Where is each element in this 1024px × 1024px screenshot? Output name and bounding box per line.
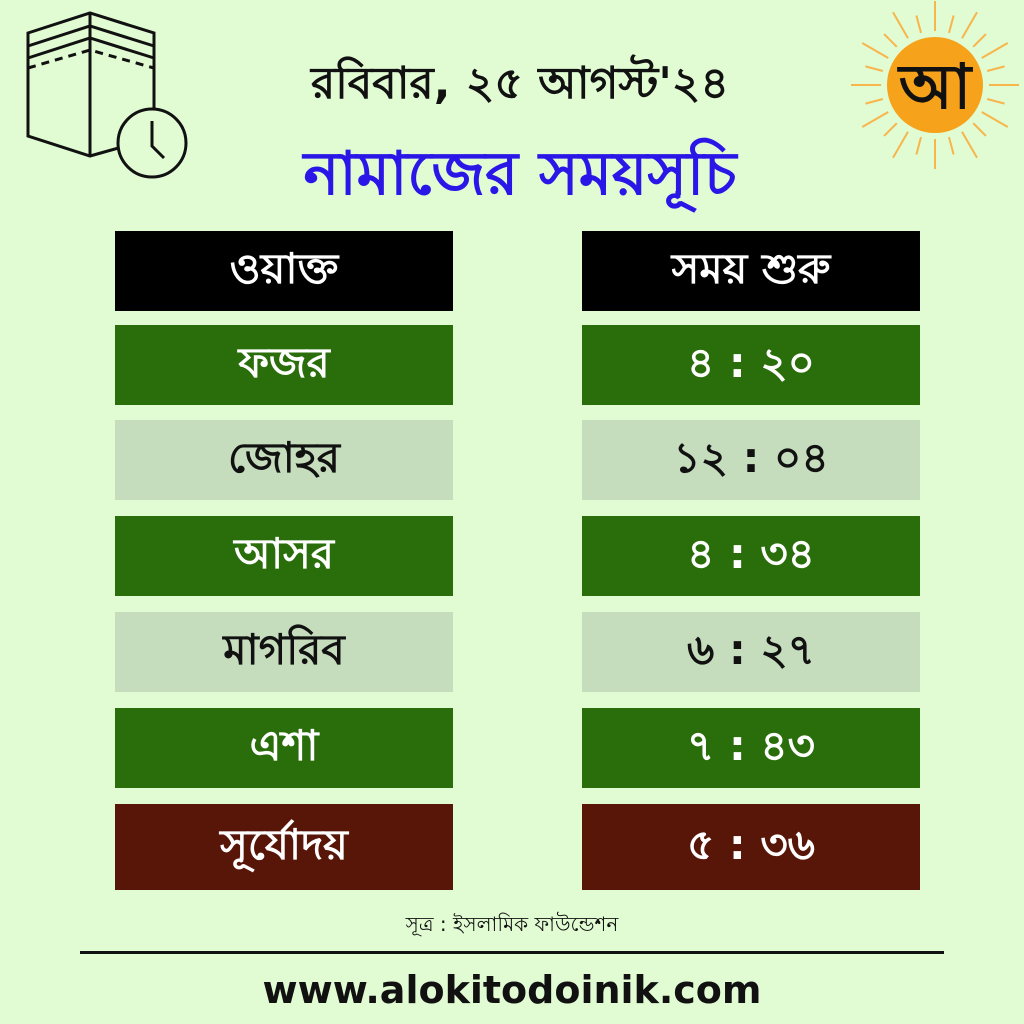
prayer-time-cell: ৪ : ৩৪ bbox=[582, 516, 920, 596]
prayer-name-cell: জোহর bbox=[115, 420, 453, 500]
prayer-time-cell: ৫ : ৩৬ bbox=[582, 804, 920, 890]
date-heading: রবিবার, ২৫ আগস্ট'২৪ bbox=[311, 58, 729, 109]
column-header-waqt: ওয়াক্ত bbox=[115, 231, 453, 311]
website-link[interactable]: www.alokitodoinik.com bbox=[262, 968, 762, 1012]
page-title: নামাজের সময়সূচি bbox=[303, 139, 737, 209]
kaaba-clock-icon bbox=[26, 11, 188, 179]
prayer-time-cell: ৭ : ৪৩ bbox=[582, 708, 920, 788]
prayer-time-cell: ৪ : ২০ bbox=[582, 325, 920, 405]
prayer-time-cell: ১২ : ০৪ bbox=[582, 420, 920, 500]
source-note: সূত্র : ইসলামিক ফাউন্ডেশন bbox=[405, 912, 619, 936]
prayer-name-cell: ফজর bbox=[115, 325, 453, 405]
prayer-name-cell: সূর্যোদয় bbox=[115, 804, 453, 890]
prayer-time-cell: ৬ : ২৭ bbox=[582, 612, 920, 692]
prayer-name-cell: মাগরিব bbox=[115, 612, 453, 692]
logo-letter: আ bbox=[897, 50, 974, 123]
divider bbox=[80, 951, 944, 954]
column-header-start-time: সময় শুরু bbox=[582, 231, 920, 311]
alokito-logo: আ bbox=[851, 1, 1019, 169]
prayer-name-cell: আসর bbox=[115, 516, 453, 596]
prayer-name-cell: এশা bbox=[115, 708, 453, 788]
